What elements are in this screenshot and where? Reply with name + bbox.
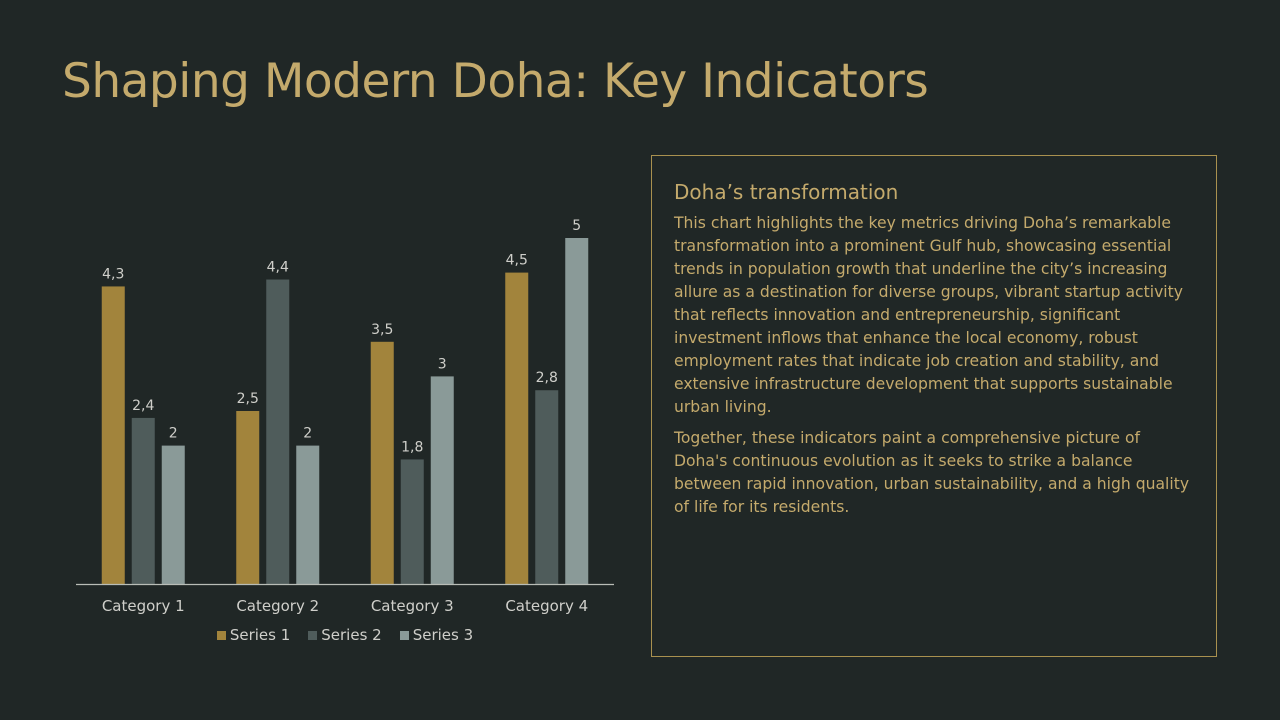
data-label-1-2: 2,5 xyxy=(237,391,259,407)
legend-label-2: Series 2 xyxy=(321,626,382,644)
category-label-1: Category 1 xyxy=(102,597,185,615)
bar-3-3 xyxy=(430,376,454,584)
data-label-1-3: 3,5 xyxy=(371,322,393,338)
category-label-3: Category 3 xyxy=(371,597,454,615)
legend-swatch-2 xyxy=(308,630,318,640)
data-label-2-2: 4,4 xyxy=(267,260,289,276)
bar-2-3 xyxy=(400,459,424,584)
legend-label-1: Series 1 xyxy=(229,626,291,644)
data-label-3-2: 2 xyxy=(303,426,312,442)
bar-3-2 xyxy=(296,445,320,584)
bar-2-1 xyxy=(131,417,155,584)
bar-2-2 xyxy=(266,279,290,584)
data-label-1-4: 4,5 xyxy=(506,253,528,269)
category-label-2: Category 2 xyxy=(236,597,319,615)
bar-1-3 xyxy=(370,341,394,584)
bar-2-4 xyxy=(535,390,559,584)
bar-1-4 xyxy=(505,272,529,584)
bar-1-1 xyxy=(101,286,125,584)
data-label-3-3: 3 xyxy=(438,356,447,372)
description-paragraph-1: This chart highlights the key metrics dr… xyxy=(674,214,1183,416)
chart: 4,3 2,4 2 Category 1 2,5 4,4 2 Category 2 3,5 1,8… xyxy=(60,200,630,670)
data-label-3-1: 2 xyxy=(169,426,178,442)
slide-title: Shaping Modern Doha: Key Indicators xyxy=(62,54,929,109)
legend-item-3: Series 3 xyxy=(399,626,474,644)
legend-item-1: Series 1 xyxy=(216,626,291,644)
data-label-3-4: 5 xyxy=(572,218,581,234)
legend-swatch-3 xyxy=(399,630,409,640)
bar-1-2 xyxy=(236,411,260,584)
legend-item-2: Series 2 xyxy=(308,626,382,644)
bar-3-1 xyxy=(161,445,185,584)
description-paragraph-2: Together, these indicators paint a compr… xyxy=(674,429,1190,516)
description-heading: Doha’s transformation xyxy=(674,180,899,204)
bar-3-4 xyxy=(565,238,589,584)
data-label-2-3: 1,8 xyxy=(401,439,423,455)
data-label-1-1: 4,3 xyxy=(102,266,124,282)
legend-label-3: Series 3 xyxy=(412,626,474,644)
category-label-4: Category 4 xyxy=(505,597,588,615)
description-box: Doha’s transformation This chart highlig… xyxy=(651,155,1217,657)
data-label-2-4: 2,8 xyxy=(536,370,558,386)
chart-legend: Series 1 Series 2 Series 3 xyxy=(60,626,630,644)
bar-chart: 4,3 2,4 2 Category 1 2,5 4,4 2 Category 2 3,5 1,8… xyxy=(76,218,614,615)
legend-swatch-1 xyxy=(216,630,226,640)
data-label-2-1: 2,4 xyxy=(132,398,154,414)
